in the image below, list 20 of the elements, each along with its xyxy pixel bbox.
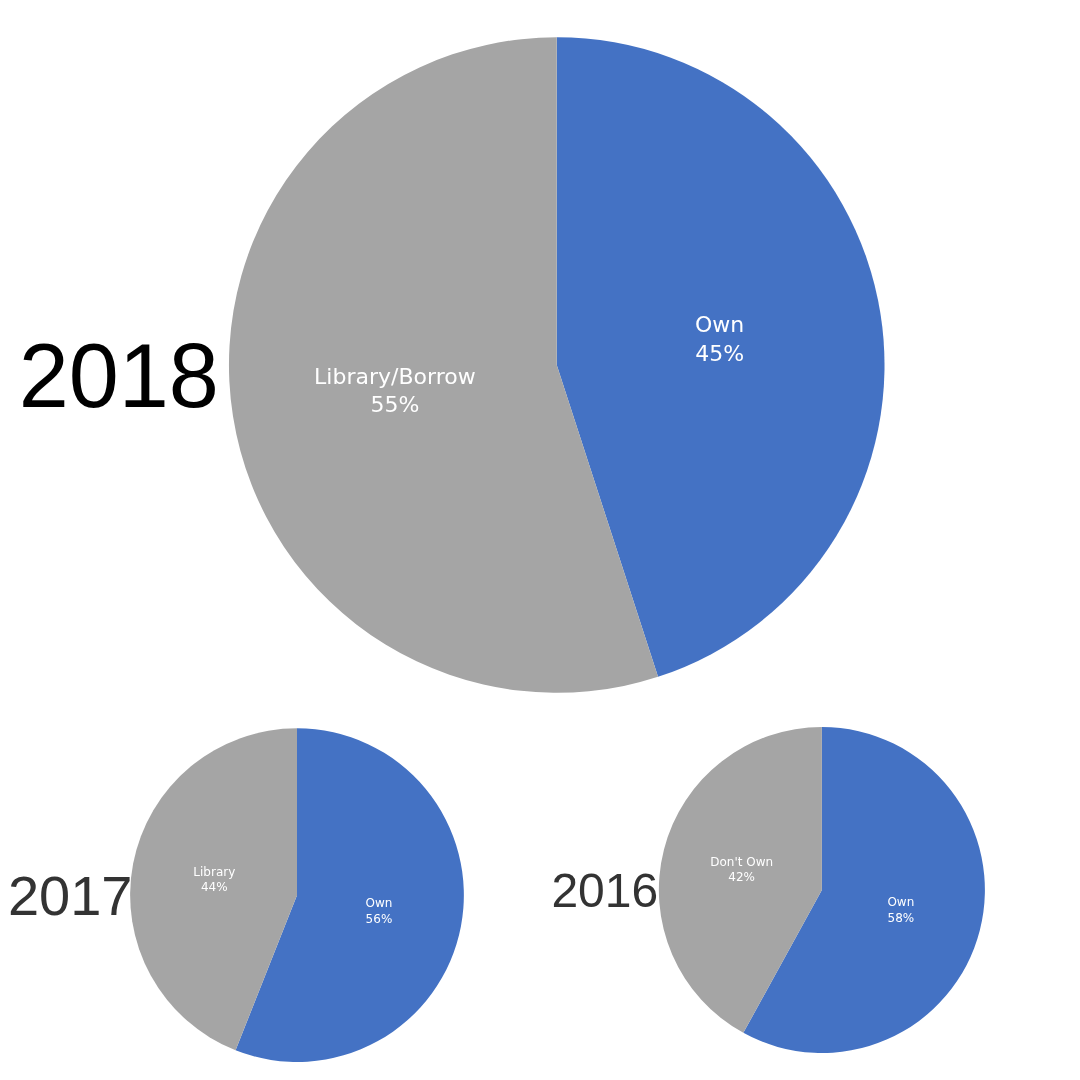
slice-label: Library/Borrow bbox=[314, 363, 476, 389]
data-label: 42% bbox=[728, 870, 756, 885]
slice-label: Own bbox=[365, 895, 393, 910]
slice-label: Own bbox=[694, 312, 745, 338]
slice-label: Don't Own bbox=[710, 854, 774, 869]
pie-slice bbox=[556, 37, 885, 677]
pie-slice bbox=[659, 726, 822, 1033]
pie-slice bbox=[235, 728, 464, 1062]
data-label: 58% bbox=[887, 911, 915, 926]
text: 2018 bbox=[18, 325, 219, 426]
data-label: 44% bbox=[200, 880, 228, 895]
slice-label: Library bbox=[193, 864, 236, 879]
text: 2017 bbox=[7, 863, 133, 927]
pie-slice bbox=[229, 37, 659, 693]
data-label: 45% bbox=[695, 341, 745, 367]
pie-slice bbox=[130, 728, 297, 1051]
text: 2016 bbox=[551, 863, 659, 917]
data-label: 55% bbox=[370, 392, 420, 418]
slice-label: Own bbox=[887, 895, 915, 910]
data-label: 56% bbox=[365, 911, 393, 926]
